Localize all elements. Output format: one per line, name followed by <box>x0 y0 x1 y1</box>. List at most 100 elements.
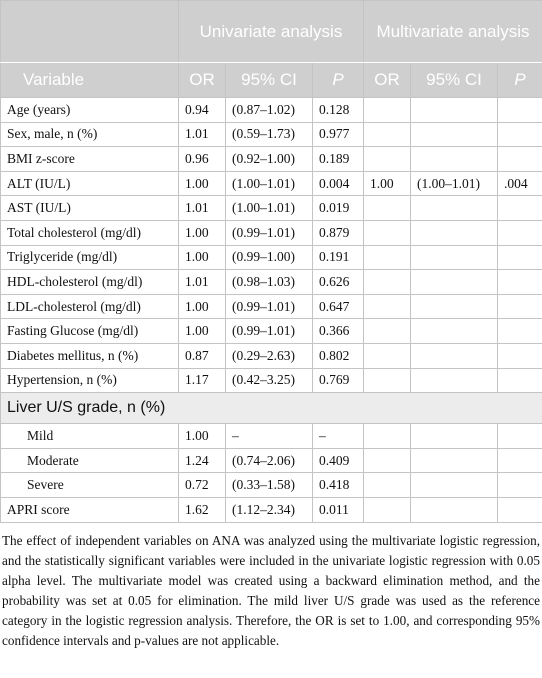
table-cell: (0.99–1.00) <box>225 244 313 271</box>
table-cell <box>410 293 499 320</box>
table-row: Sex, male, n (%) 1.01 (0.59–1.73) 0.977 <box>0 121 542 148</box>
table-cell <box>497 496 542 523</box>
column-header: OR <box>178 62 226 98</box>
table-cell: Sex, male, n (%) <box>0 121 179 148</box>
column-header: P <box>497 62 542 98</box>
table-cell: 0.409 <box>311 447 365 474</box>
table-cell <box>363 121 412 148</box>
table-row: Severe 0.72 (0.33–1.58) 0.418 <box>0 472 542 498</box>
table-cell <box>363 97 412 123</box>
table-row: Triglyceride (mg/dl) 1.00 (0.99–1.00) 0.191 <box>0 244 542 271</box>
table-cell: Diabetes mellitus, n (%) <box>0 342 179 369</box>
table-cell: 1.00 <box>178 244 226 271</box>
table-cell <box>497 367 542 394</box>
table-cell <box>363 472 412 498</box>
table-cell: 0.96 <box>178 146 226 172</box>
table-cell <box>497 219 542 246</box>
table-cell: HDL-cholesterol (mg/dl) <box>0 269 179 295</box>
table-cell <box>363 293 412 320</box>
table-cell <box>410 219 499 246</box>
table-cell: 0.647 <box>311 293 365 320</box>
table-cell: 0.011 <box>311 496 365 523</box>
group-header: Multivariate analysis <box>363 0 542 63</box>
table-cell: APRI score <box>0 496 179 523</box>
table-row: Moderate 1.24 (0.74–2.06) 0.409 <box>0 447 542 474</box>
table-cell: – <box>225 423 313 449</box>
column-header: P <box>311 62 365 98</box>
table-cell <box>497 244 542 271</box>
table-cell: 0.769 <box>311 367 365 394</box>
table-cell: AST (IU/L) <box>0 195 179 221</box>
table-cell: 0.418 <box>311 472 365 498</box>
table-cell <box>363 496 412 523</box>
table-cell: ALT (IU/L) <box>0 170 179 197</box>
group-header: Univariate analysis <box>177 0 365 63</box>
table-row: Hypertension, n (%) 1.17 (0.42–3.25) 0.769 <box>0 367 542 394</box>
table-cell <box>410 496 499 523</box>
table-cell: 0.019 <box>311 195 365 221</box>
table-cell: Triglyceride (mg/dl) <box>0 244 179 271</box>
table-cell: 1.00 <box>178 293 226 320</box>
table-cell: 0.94 <box>178 97 226 123</box>
table-cell: BMI z-score <box>0 146 179 172</box>
table-cell: 1.62 <box>178 496 226 523</box>
table-cell: 0.191 <box>311 244 365 271</box>
table-cell <box>410 367 499 394</box>
table-cell <box>497 195 542 221</box>
table-cell: 1.00 <box>178 423 226 449</box>
table-cell: 1.24 <box>178 447 226 474</box>
table-cell <box>363 447 412 474</box>
table-cell: 0.802 <box>311 342 365 369</box>
table-cell: 0.004 <box>311 170 365 197</box>
table-cell <box>497 318 542 344</box>
header-cell <box>0 0 179 63</box>
column-header: 95% CI <box>410 62 499 98</box>
table-cell: .004 <box>497 170 542 197</box>
table-cell <box>410 447 499 474</box>
table-cell <box>497 342 542 369</box>
table-cell: 1.01 <box>178 195 226 221</box>
table-cell: 1.00 <box>178 170 226 197</box>
table-row: Mild 1.00– – <box>0 423 542 449</box>
table-cell: 0.128 <box>311 97 365 123</box>
table-cell <box>497 97 542 123</box>
table-cell: (0.99–1.01) <box>225 318 313 344</box>
table-cell: (0.42–3.25) <box>225 367 313 394</box>
table-cell: (1.12–2.34) <box>225 496 313 523</box>
table-cell <box>410 195 499 221</box>
table-cell: (0.99–1.01) <box>225 293 313 320</box>
table-cell <box>497 447 542 474</box>
table-cell <box>410 472 499 498</box>
table-cell <box>363 146 412 172</box>
table-cell <box>497 472 542 498</box>
table-cell <box>410 121 499 148</box>
table-cell: (0.59–1.73) <box>225 121 313 148</box>
table-cell <box>410 342 499 369</box>
table-cell: Fasting Glucose (mg/dl) <box>0 318 179 344</box>
table-cell <box>363 269 412 295</box>
table-cell <box>363 342 412 369</box>
table-cell <box>363 195 412 221</box>
table-cell: 1.00 <box>363 170 412 197</box>
column-header: 95% CI <box>225 62 313 98</box>
table-cell: (1.00–1.01) <box>225 170 313 197</box>
table-cell: – <box>311 423 365 449</box>
table-cell <box>363 244 412 271</box>
table-cell <box>410 269 499 295</box>
table-cell: (0.99–1.01) <box>225 219 313 246</box>
table-cell <box>497 293 542 320</box>
table-cell: 0.189 <box>311 146 365 172</box>
table-cell <box>363 423 412 449</box>
table-cell: 1.00 <box>178 219 226 246</box>
table-cell: 1.00 <box>178 318 226 344</box>
table-cell <box>363 367 412 394</box>
table-cell: (1.00–1.01) <box>225 195 313 221</box>
table-row: HDL-cholesterol (mg/dl) 1.01 (0.98–1.03) 0.… <box>0 269 542 295</box>
table-cell: 1.01 <box>178 121 226 148</box>
table-cell <box>410 146 499 172</box>
table-cell: (0.29–2.63) <box>225 342 313 369</box>
table-row: Fasting Glucose (mg/dl) 1.00 (0.99–1.01) 0.… <box>0 318 542 344</box>
table-row: APRI score 1.62 (1.12–2.34) 0.011 <box>0 496 542 523</box>
table-cell: 0.977 <box>311 121 365 148</box>
table-cell <box>497 121 542 148</box>
